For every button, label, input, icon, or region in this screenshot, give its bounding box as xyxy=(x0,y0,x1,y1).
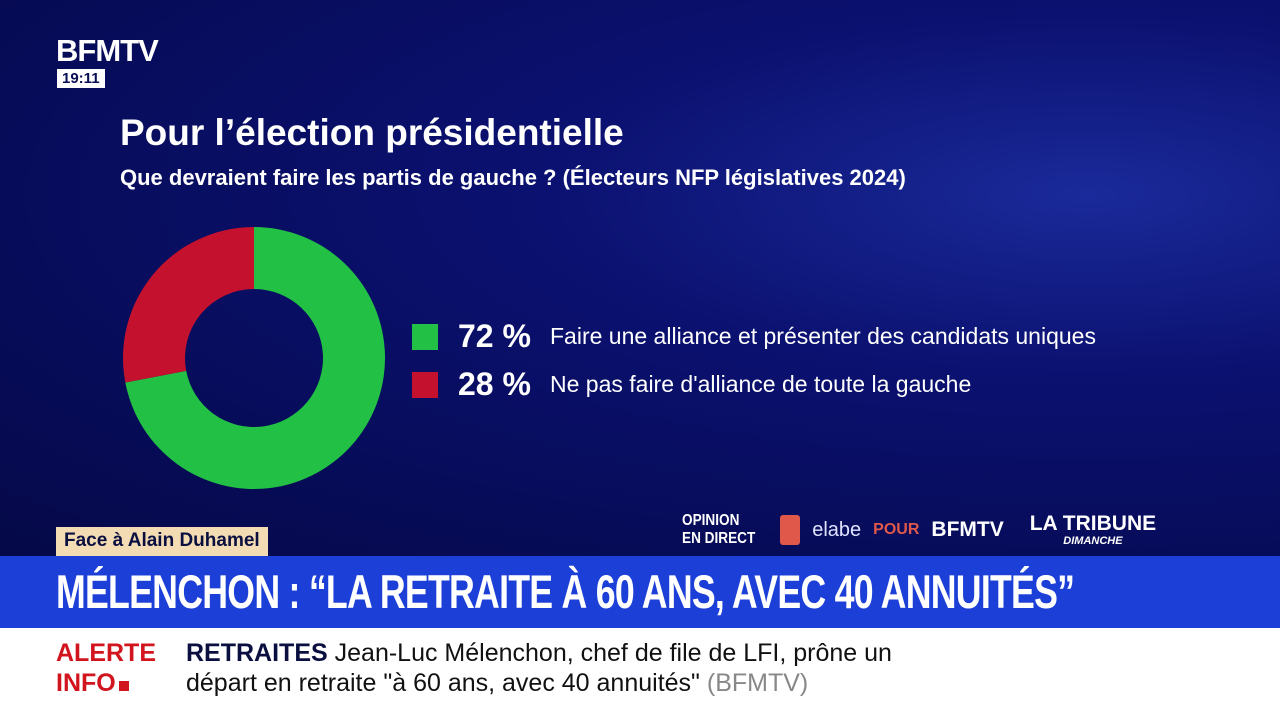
ticker-text: RETRAITES Jean-Luc Mélenchon, chef de fi… xyxy=(186,639,892,697)
la-tribune-logo: LA TRIBUNE DIMANCHE xyxy=(1029,512,1157,548)
pour-text: POUR xyxy=(873,521,920,538)
channel-logo: BFMTV xyxy=(56,33,159,68)
bfmtv-source-logo: BFMTV xyxy=(931,518,1004,541)
news-ticker: ALERTE INFO RETRAITES Jean-Luc Mélenchon,… xyxy=(0,628,1280,720)
legend-item-no-alliance: 28 % Ne pas faire d'alliance de toute la… xyxy=(412,366,971,403)
legend-swatch xyxy=(412,323,438,350)
legend-value: 28 % xyxy=(458,366,531,402)
opinion-en-direct-logo: OPINION EN DIRECT xyxy=(682,512,756,547)
show-label: Face à Alain Duhamel xyxy=(56,527,268,556)
donut-slice xyxy=(125,227,385,490)
headline-banner: MÉLENCHON : “LA RETRAITE À 60 ANS, AVEC … xyxy=(0,556,1280,628)
chart-title: Pour l’élection présidentielle xyxy=(120,112,624,153)
donut-slice xyxy=(122,227,254,383)
legend-label: Faire une alliance et présenter des cand… xyxy=(550,323,1096,349)
chart-subtitle: Que devraient faire les partis de gauche… xyxy=(120,165,906,190)
legend-item-alliance: 72 % Faire une alliance et présenter des… xyxy=(412,318,1096,355)
elabe-icon xyxy=(780,515,801,545)
headline-text: MÉLENCHON : “LA RETRAITE À 60 ANS, AVEC … xyxy=(56,565,1075,618)
legend-value: 72 % xyxy=(458,318,531,354)
legend-label: Ne pas faire d'alliance de toute la gauc… xyxy=(550,371,972,397)
donut-chart xyxy=(122,227,385,490)
alerte-info-label: ALERTE INFO xyxy=(56,639,156,697)
graphic-background: BFMTV 19:11 Pour l’élection présidentiel… xyxy=(0,0,1280,556)
legend-swatch xyxy=(412,371,438,398)
clock: 19:11 xyxy=(57,69,105,88)
elabe-logo: elabe xyxy=(812,518,862,541)
sources-bar: OPINION EN DIRECT elabe POUR BFMTV LA TRI… xyxy=(682,512,1156,548)
